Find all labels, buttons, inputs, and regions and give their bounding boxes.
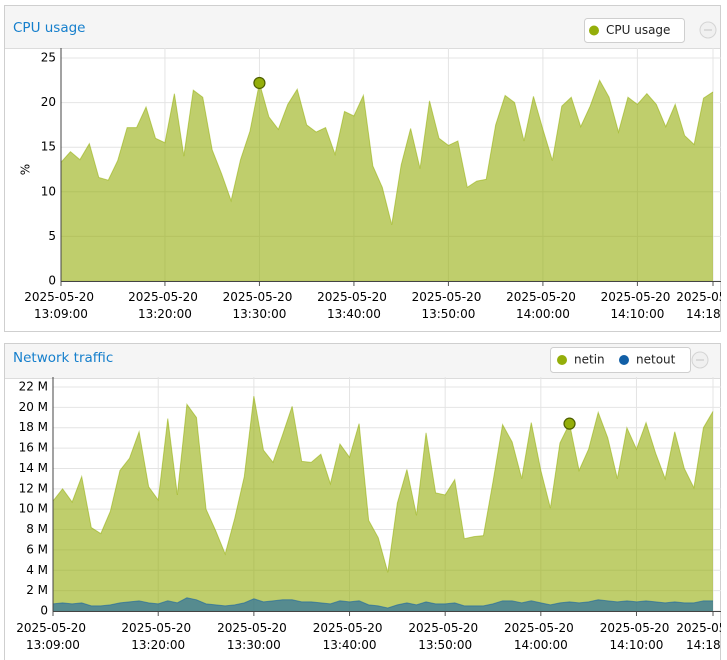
y-tick-label: 15 [41,140,56,154]
x-tick-label: 2025-05-20 14:00:00 [504,621,578,652]
series-area [61,80,713,281]
x-tick-label: 2025-05-20 13:40:00 [317,290,391,321]
y-tick-label: 5 [48,229,56,243]
x-tick-label: 2025-05-20 13:50:00 [412,290,486,321]
x-tick-label: 2025-05-20 13:50:00 [408,621,482,652]
x-tick-label: 2025-05-20 14:10:00 [600,621,674,652]
x-tick-label: 2025-05-20 13:09:00 [16,621,90,652]
y-tick-label: 10 M [19,502,48,516]
legend-marker[interactable] [619,355,629,365]
y-tick-label: 12 M [19,481,48,495]
y-tick-label: 14 M [19,461,48,475]
x-tick-label: 2025-05-20 14:18:00 [676,621,727,652]
x-tick-label: 2025-05-20 13:20:00 [121,621,195,652]
highlight-point [253,76,266,90]
y-tick-label: 22 M [19,380,48,394]
legend-marker[interactable] [589,25,599,36]
series-line [52,396,714,573]
legend-marker[interactable] [557,355,567,365]
series-area [53,597,713,611]
x-tick-label: 2025-05-20 13:40:00 [313,621,387,652]
legend-label[interactable]: CPU usage [606,23,670,37]
legend-box [584,18,685,43]
y-axis-label: % [19,164,33,175]
x-tick-label: 2025-05-20 13:20:00 [128,290,202,321]
series-area [53,396,713,611]
series-line [52,597,713,609]
x-tick-label: 2025-05-20 13:30:00 [217,621,291,652]
series-line [60,79,714,225]
x-tick-label: 2025-05-20 13:30:00 [223,290,297,321]
y-tick-label: 0 [48,274,56,288]
x-tick-label: 2025-05-20 14:10:00 [601,290,675,321]
panel-title: CPU usage [13,20,85,36]
y-tick-label: 16 M [19,441,48,455]
x-tick-label: 2025-05-20 13:09:00 [24,290,98,321]
legend-label[interactable]: netout [636,353,676,367]
y-tick-label: 2 M [26,583,48,597]
chart: 0 2 M 4 M 6 M 8 M 10 M 12 M 14 M 16 M 18 M 20 M 22 … [16,347,727,652]
x-tick-label: 2025-05-20 14:18:00 [676,290,727,321]
y-tick-label: 8 M [26,522,48,536]
y-tick-label: 4 M [26,563,48,577]
panel-title: Network traffic [13,350,113,366]
y-tick-label: 25 [41,51,56,65]
x-tick-label: 2025-05-20 14:00:00 [506,290,580,321]
y-tick-label: 20 M [19,400,48,414]
chart: 0 5 10 15 20 25 2025-05-20 13:09:00 2025-05-20 … [19,18,727,321]
legend-label[interactable]: netin [574,353,605,367]
y-tick-label: 6 M [26,542,48,556]
y-tick-label: 18 M [19,420,48,434]
y-tick-label: 10 [41,184,56,198]
highlight-point [563,417,576,430]
y-tick-label: 0 [40,604,48,618]
y-tick-label: 20 [41,95,56,109]
